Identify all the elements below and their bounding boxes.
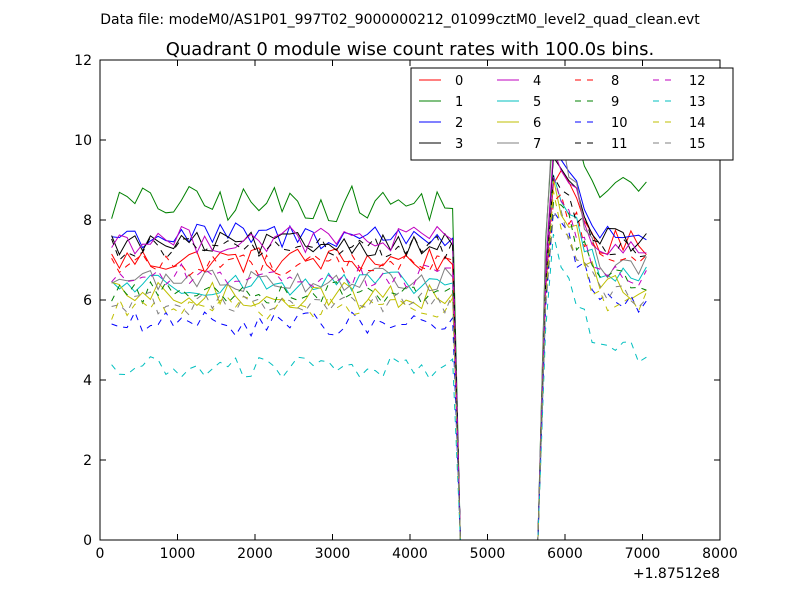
y-tick-label: 2 [83, 453, 92, 469]
x-tick-label: 1000 [160, 546, 196, 562]
series-line-6 [111, 178, 647, 541]
legend-label: 9 [611, 95, 619, 110]
y-tick-label: 10 [74, 133, 92, 149]
legend-label: 14 [689, 116, 706, 131]
x-offset-label: +1.87512e8 [633, 566, 720, 582]
legend-label: 2 [455, 116, 463, 131]
x-tick-label: 3000 [315, 546, 351, 562]
legend-label: 15 [689, 137, 706, 152]
legend-label: 11 [611, 137, 628, 152]
x-tick-label: 6000 [547, 546, 583, 562]
series-line-7 [111, 108, 647, 541]
legend-box [410, 67, 734, 161]
suptitle: Data file: modeM0/AS1P01_997T02_90000002… [100, 12, 700, 28]
legend-label: 10 [611, 116, 628, 131]
legend-label: 0 [455, 74, 463, 89]
chart-title: Quadrant 0 module wise count rates with … [166, 39, 655, 60]
legend-label: 3 [455, 137, 463, 152]
x-tick-label: 0 [96, 546, 105, 562]
series-line-13 [111, 233, 647, 541]
y-tick-label: 12 [74, 53, 92, 69]
series-line-15 [111, 209, 647, 541]
legend-label: 6 [533, 116, 541, 131]
legend-label: 5 [533, 95, 541, 110]
x-tick-label: 7000 [625, 546, 661, 562]
legend-label: 12 [689, 74, 706, 89]
y-tick-label: 4 [83, 373, 92, 389]
series-line-8 [111, 193, 647, 541]
series-line-11 [111, 174, 647, 541]
series-line-9 [111, 201, 647, 541]
plot-series [111, 108, 647, 541]
legend-label: 8 [611, 74, 619, 89]
series-line-0 [111, 169, 647, 541]
x-tick-label: 5000 [470, 546, 506, 562]
y-tick-label: 6 [83, 293, 92, 309]
legend-label: 4 [533, 74, 541, 89]
series-line-10 [111, 209, 647, 541]
series-line-5 [111, 174, 647, 541]
legend-label: 1 [455, 95, 463, 110]
series-line-14 [111, 190, 647, 541]
axes: 0 1000 2000 3000 4000 5000 6000 7000 80000246810… [74, 53, 738, 562]
x-tick-label: 8000 [702, 546, 738, 562]
y-tick-label: 0 [83, 533, 92, 549]
x-tick-label: 2000 [237, 546, 273, 562]
series-line-4 [111, 149, 647, 541]
legend-label: 13 [689, 95, 706, 110]
series-line-12 [111, 177, 647, 541]
y-tick-label: 8 [83, 213, 92, 229]
legend-label: 7 [533, 137, 541, 152]
x-tick-label: 4000 [392, 546, 428, 562]
